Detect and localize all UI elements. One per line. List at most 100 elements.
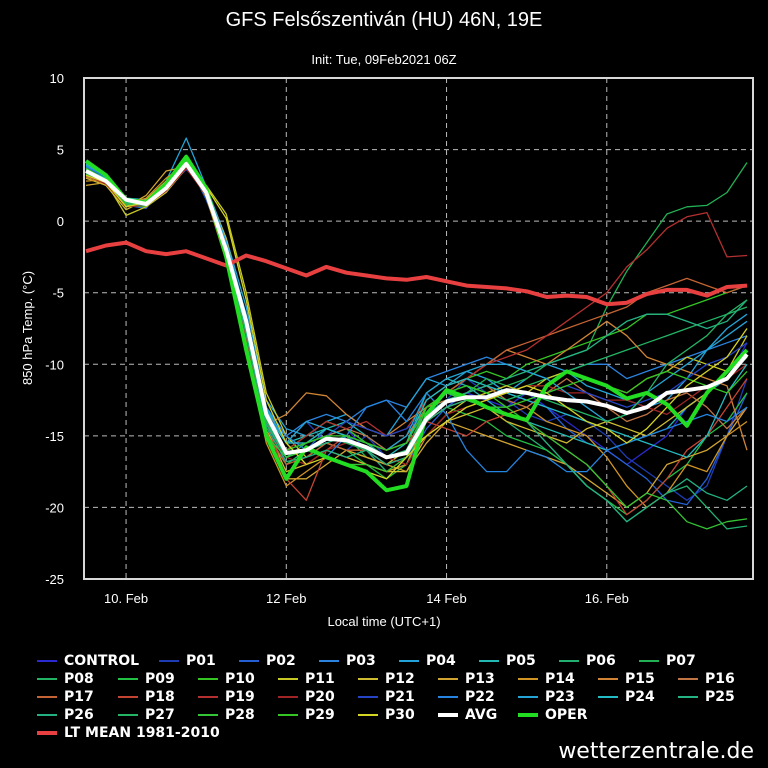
legend-label: P18 [145,689,175,705]
legend-item: P29 [278,706,335,724]
legend-label: P25 [705,689,735,705]
legend-item: P15 [598,670,655,688]
legend-item: P24 [598,688,655,706]
series-line-p18 [85,163,748,516]
legend-swatch [198,678,218,680]
legend-item: P13 [438,670,495,688]
legend-label: P23 [545,689,575,705]
legend-label: P05 [506,653,536,669]
legend-item: P14 [518,670,575,688]
legend-item: AVG [438,706,497,724]
legend-swatch [239,660,259,662]
legend-label: P19 [225,689,255,705]
y-tick-label: 0 [57,214,64,229]
legend-item: P28 [198,706,255,724]
legend-swatch [37,678,57,680]
legend-swatch [159,660,179,662]
legend-swatch [518,696,538,698]
legend-label: P15 [625,671,655,687]
legend-label: P28 [225,707,255,723]
legend-swatch [198,714,218,716]
legend-swatch [278,678,298,680]
legend-item: P25 [678,688,735,706]
chart-title: GFS Felsőszentiván (HU) 46N, 19E [226,9,543,31]
legend-item: P08 [37,670,94,688]
y-tick-label: 10 [50,71,64,86]
legend-label: P06 [586,653,616,669]
x-tick-label: 12 Feb [266,591,306,606]
legend-item: P10 [198,670,255,688]
legend-label: P21 [385,689,415,705]
y-tick-label: -10 [45,357,64,372]
legend-swatch [518,713,538,717]
x-tick-label: 16. Feb [585,591,629,606]
axis-ticks: 10 5 0 -5 -10 -15 -20 -25 10. Feb 12 Feb 14 Feb 16.… [45,71,629,606]
legend-swatch [678,696,698,698]
legend-swatch [678,678,698,680]
legend-label: P09 [145,671,175,687]
legend-label: P17 [64,689,94,705]
legend-label: P22 [465,689,495,705]
series-line-p08 [85,160,748,458]
legend-swatch [118,678,138,680]
legend-label: P12 [385,671,415,687]
y-tick-label: -5 [52,286,64,301]
legend-label: CONTROL [64,653,140,669]
legend-item: P17 [37,688,94,706]
series-line-p26 [85,164,748,523]
legend-label: P01 [186,653,216,669]
series-lines [84,137,749,530]
y-tick-label: -25 [45,572,64,587]
legend-item: P12 [358,670,415,688]
legend-item: P19 [198,688,255,706]
legend-label: P10 [225,671,255,687]
legend-item: P18 [118,688,175,706]
legend-label: P04 [426,653,456,669]
legend-label: P02 [266,653,296,669]
legend-label: P26 [64,707,94,723]
legend-label: P11 [305,671,335,687]
legend-swatch [479,660,499,662]
legend-label: P27 [145,707,175,723]
y-tick-label: 5 [57,143,64,158]
footer-brand: wetterzentrale.de [558,739,754,764]
plot-frame [83,77,754,580]
legend-label: P24 [625,689,655,705]
legend-item: P26 [37,706,94,724]
legend-item: P02 [239,652,296,670]
legend-item: P03 [319,652,376,670]
legend-item: P27 [118,706,175,724]
legend-label: LT MEAN 1981-2010 [64,725,220,741]
legend-swatch [438,678,458,680]
legend-item: P23 [518,688,575,706]
legend-swatch [278,714,298,716]
legend-item: P20 [278,688,335,706]
legend-item: P30 [358,706,415,724]
legend-item: P11 [278,670,335,688]
legend-swatch [598,696,618,698]
legend-item: P21 [358,688,415,706]
series-line-p24 [85,160,748,458]
series-line-p06 [85,163,748,530]
legend-item: P01 [159,652,216,670]
series-line-oper [84,154,749,493]
legend-swatch [37,696,57,698]
legend-label: P20 [305,689,335,705]
legend-swatch [358,678,378,680]
y-tick-label: -15 [45,429,64,444]
legend-swatch [358,696,378,698]
y-tick-label: -20 [45,500,64,515]
legend-swatch [37,714,57,716]
legend-swatch [118,714,138,716]
legend-swatch [37,731,57,735]
legend-swatch [278,696,298,698]
legend-item: OPER [518,706,588,724]
legend-swatch [639,660,659,662]
legend-item: P07 [639,652,696,670]
legend-item: LT MEAN 1981-2010 [37,724,220,742]
legend-item: P16 [678,670,735,688]
x-tick-label: 10. Feb [104,591,148,606]
legend-swatch [37,660,57,662]
series-line-p28 [85,161,748,530]
